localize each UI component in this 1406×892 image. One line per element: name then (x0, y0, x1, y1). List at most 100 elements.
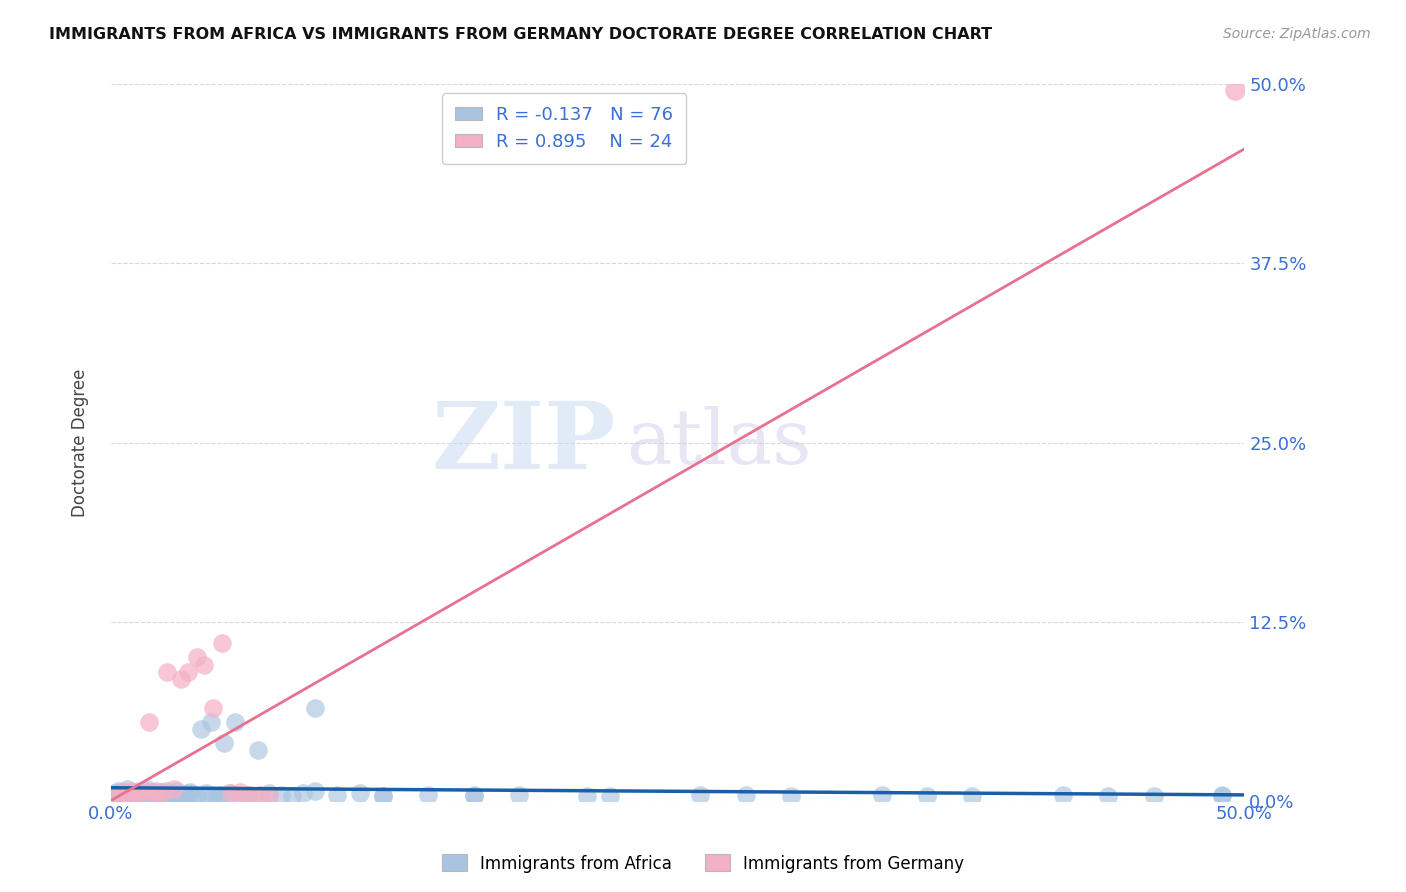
Point (149, 785, 172, 799)
Text: IMMIGRANTS FROM AFRICA VS IMMIGRANTS FROM GERMANY DOCTORATE DEGREE CORRELATION C: IMMIGRANTS FROM AFRICA VS IMMIGRANTS FRO… (49, 27, 993, 42)
Point (229, 785, 252, 799)
Point (193, 657, 215, 672)
Point (190, 722, 212, 736)
Point (104, 787, 127, 801)
Point (120, 783, 142, 797)
Point (177, 787, 200, 801)
Point (371, 789, 394, 804)
Point (179, 785, 201, 799)
Point (326, 788, 349, 802)
Point (134, 789, 156, 804)
Point (219, 787, 242, 801)
Legend: R = -0.137   N = 76, R = 0.895    N = 24: R = -0.137 N = 76, R = 0.895 N = 24 (443, 94, 686, 164)
Point (508, 788, 530, 802)
Point (145, 783, 167, 797)
Text: atlas: atlas (627, 406, 811, 480)
Y-axis label: Doctorate Degree: Doctorate Degree (72, 368, 89, 516)
Point (211, 636, 233, 650)
Point (160, 787, 183, 801)
Text: Source: ZipAtlas.com: Source: ZipAtlas.com (1223, 27, 1371, 41)
Point (962, 789, 984, 804)
Point (200, 714, 222, 729)
Point (136, 782, 159, 797)
Legend: Immigrants from Africa, Immigrants from Germany: Immigrants from Africa, Immigrants from … (434, 847, 972, 880)
Point (463, 789, 485, 804)
Point (371, 789, 394, 804)
Point (170, 672, 193, 686)
Point (689, 788, 711, 802)
Point (259, 787, 281, 801)
Point (304, 783, 326, 797)
Point (115, 787, 138, 801)
Point (281, 789, 304, 804)
Point (148, 789, 170, 804)
Point (212, 736, 235, 750)
Point (238, 788, 260, 802)
Point (166, 783, 188, 797)
Point (138, 714, 160, 729)
Point (1097, 789, 1119, 804)
Point (148, 787, 170, 801)
Point (207, 789, 229, 804)
Point (129, 787, 152, 801)
Point (218, 787, 240, 801)
Text: ZIP: ZIP (432, 398, 616, 488)
Point (142, 787, 165, 801)
Point (1052, 788, 1074, 802)
Point (156, 783, 179, 797)
Point (167, 789, 190, 804)
Point (177, 665, 200, 679)
Point (418, 788, 440, 802)
Point (1211, 789, 1233, 804)
Point (780, 789, 803, 804)
Point (120, 788, 142, 802)
Point (186, 650, 208, 665)
Point (249, 788, 271, 802)
Point (138, 785, 160, 799)
Point (142, 785, 165, 799)
Point (118, 787, 141, 801)
Point (870, 788, 893, 802)
Point (270, 788, 292, 802)
Point (172, 788, 194, 802)
Point (734, 788, 756, 802)
Point (183, 788, 205, 802)
Point (1225, 83, 1247, 97)
Point (229, 789, 252, 804)
Point (156, 665, 179, 679)
Point (292, 787, 315, 801)
Point (107, 783, 129, 797)
Point (1143, 789, 1166, 804)
Point (111, 789, 134, 804)
Point (107, 788, 129, 802)
Point (174, 789, 197, 804)
Point (304, 700, 326, 714)
Point (131, 788, 153, 802)
Point (349, 787, 371, 801)
Point (463, 788, 485, 802)
Point (108, 788, 131, 802)
Point (112, 789, 135, 804)
Point (111, 785, 134, 799)
Point (152, 787, 174, 801)
Point (1211, 788, 1233, 802)
Point (599, 789, 621, 804)
Point (259, 789, 281, 804)
Point (141, 788, 163, 802)
Point (153, 788, 176, 802)
Point (127, 783, 149, 797)
Point (163, 788, 186, 802)
Point (115, 782, 138, 797)
Point (247, 743, 270, 757)
Point (208, 788, 231, 802)
Point (195, 787, 218, 801)
Point (122, 785, 145, 799)
Point (125, 788, 148, 802)
Point (129, 785, 152, 799)
Point (201, 788, 224, 802)
Point (125, 789, 148, 804)
Point (915, 789, 938, 804)
Point (575, 789, 598, 804)
Point (163, 782, 186, 797)
Point (242, 789, 264, 804)
